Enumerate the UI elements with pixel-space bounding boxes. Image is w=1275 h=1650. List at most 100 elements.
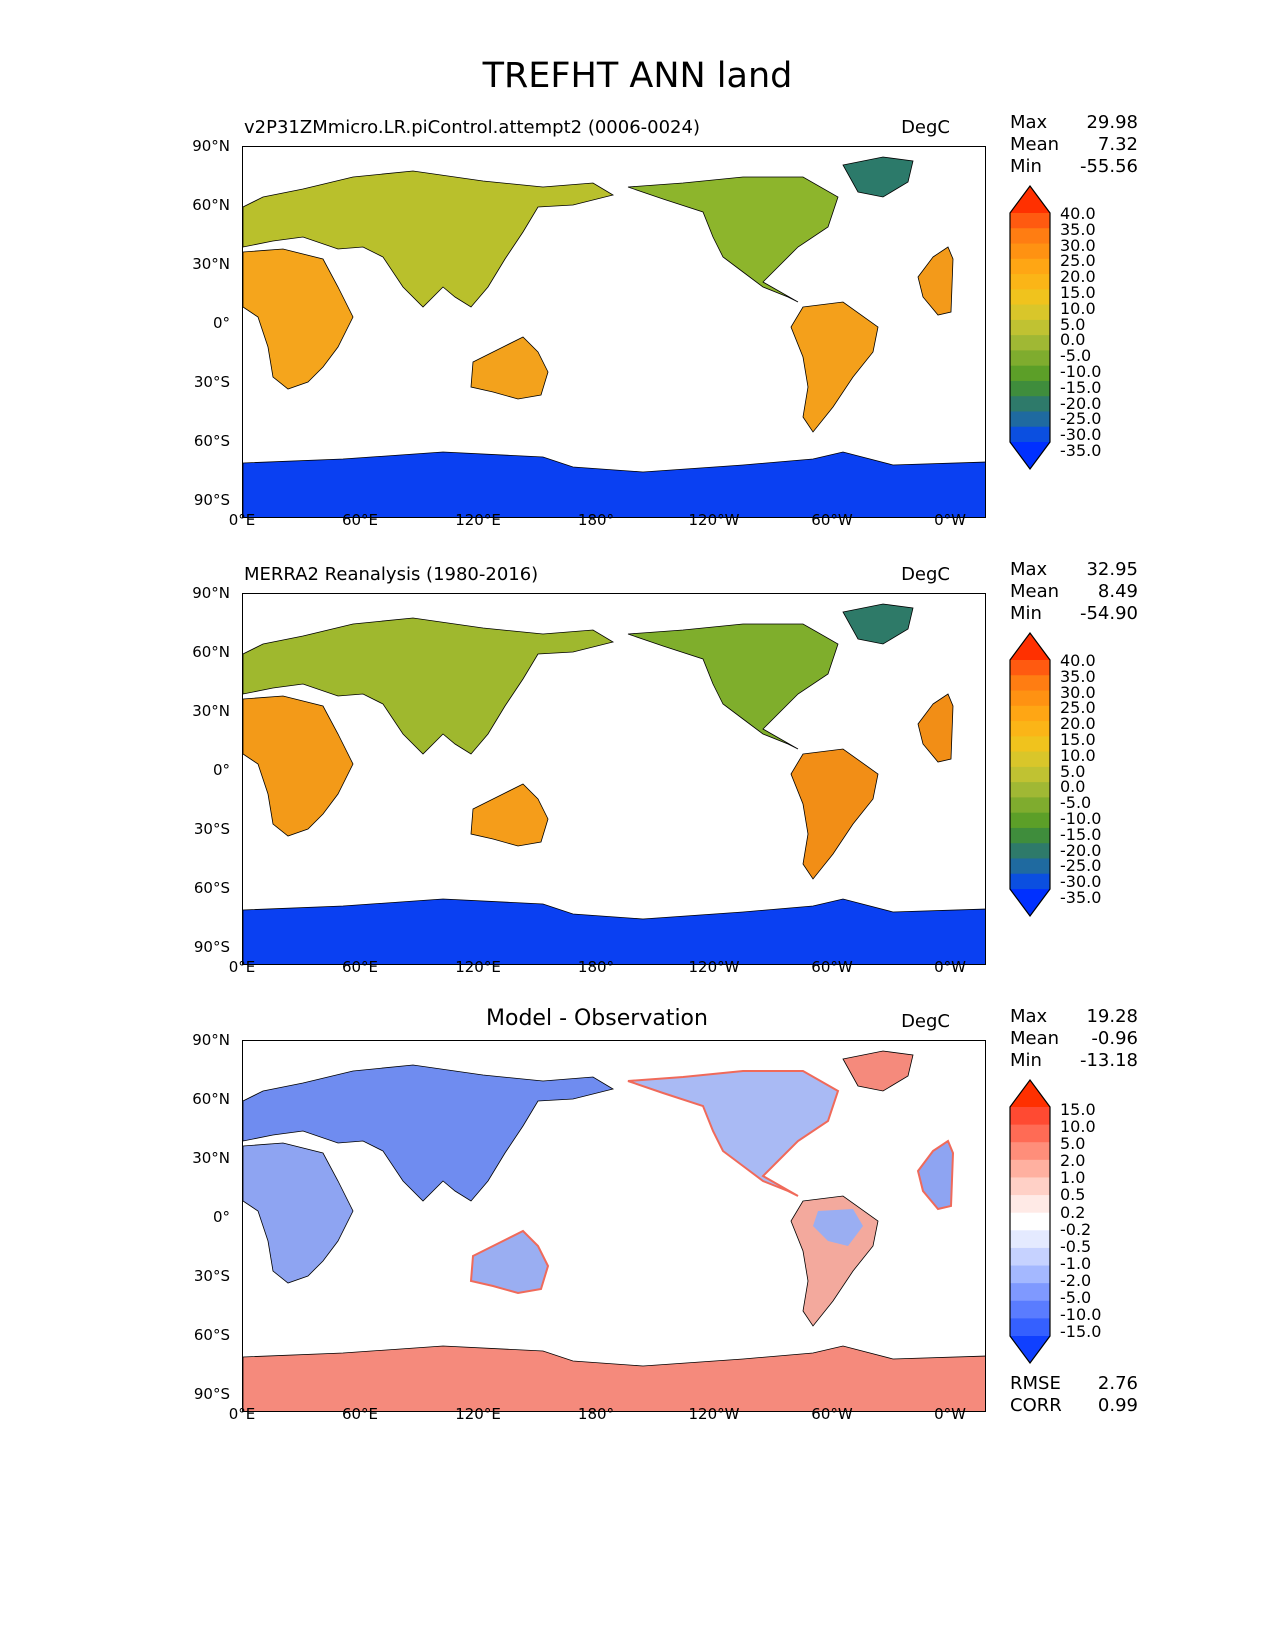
- western-africa-edge: [916, 1139, 955, 1211]
- panel-2-colorbar-labels: 40.0 35.0 30.0 25.0 20.0 15.0 10.0 5.0 0.0 -5.0 -1…: [1060, 653, 1101, 906]
- colorbar-tick-label: 5.0: [1060, 761, 1086, 781]
- colorbar-segment: [1010, 380, 1050, 397]
- greenland-landmass: [842, 1050, 914, 1092]
- panel-3-stats: Max 19.28 Mean -0.96 Min -13.18: [1010, 1006, 1138, 1072]
- panel-2-units: DegC: [901, 564, 950, 585]
- colorbar-extend-bottom: [1010, 442, 1050, 469]
- stat-label: Max: [1010, 112, 1048, 133]
- lat-label: 90°N: [192, 1031, 230, 1049]
- lon-label: 120°W: [688, 511, 740, 529]
- panel-3-colorbar-svg: [1009, 1078, 1051, 1365]
- greenland-landmass: [842, 603, 914, 645]
- lon-label: 120°E: [455, 958, 501, 976]
- stat-max: Max 32.95: [1010, 559, 1138, 581]
- colorbar-tick-label: 5.0: [1060, 314, 1086, 334]
- lon-label: 0°E: [228, 958, 256, 976]
- eurasia-landmass: [243, 617, 615, 755]
- colorbar-tick-label: -5.0: [1060, 1288, 1092, 1308]
- lat-label: 30°N: [192, 702, 230, 720]
- stat-label: Min: [1010, 1050, 1042, 1071]
- lon-label: 120°E: [455, 511, 501, 529]
- africa-landmass: [243, 695, 354, 837]
- colorbar-tick-label: 5.0: [1060, 1134, 1086, 1154]
- colorbar-segment: [1010, 782, 1050, 798]
- panel-2-title: MERRA2 Reanalysis (1980-2016): [244, 564, 539, 585]
- colorbar-segment: [1010, 766, 1050, 783]
- colorbar-segment: [1010, 1177, 1050, 1196]
- stat-label: Min: [1010, 156, 1042, 177]
- colorbar-segment: [1010, 1230, 1050, 1249]
- africa-landmass: [243, 1142, 354, 1284]
- panel-2-map: [242, 593, 986, 965]
- stat-max: Max 19.28: [1010, 1006, 1138, 1028]
- colorbar-tick-label: 1.0: [1060, 1168, 1086, 1188]
- lat-label: 60°N: [192, 643, 230, 661]
- panel-1-stats: Max 29.98 Mean 7.32 Min -55.56: [1010, 112, 1138, 178]
- western-africa-edge: [917, 693, 954, 763]
- lon-label: 0°E: [228, 1405, 256, 1423]
- colorbar-tick-label: 15.0: [1060, 1100, 1096, 1119]
- colorbar-segment: [1010, 335, 1050, 351]
- africa-landmass: [243, 248, 354, 390]
- north-america-landmass: [627, 176, 839, 303]
- lat-label: 90°S: [193, 1385, 230, 1403]
- panel-1-land: [243, 156, 985, 517]
- colorbar-outline: [1009, 184, 1051, 471]
- colorbar-segment: [1010, 1300, 1050, 1319]
- lon-label: 0°W: [934, 1405, 966, 1423]
- stat-rmse: RMSE 2.76: [1010, 1373, 1138, 1395]
- greenland-landmass: [842, 156, 914, 198]
- colorbar-tick-label: 40.0: [1060, 651, 1096, 670]
- colorbar-segment: [1010, 289, 1050, 306]
- lon-label: 180°: [577, 958, 615, 976]
- lat-label: 60°N: [192, 196, 230, 214]
- colorbar-tick-label: -15.0: [1060, 824, 1102, 844]
- stat-value: 2.76: [1097, 1373, 1138, 1394]
- colorbar-segment: [1010, 660, 1050, 676]
- colorbar-segment: [1010, 843, 1050, 859]
- colorbar-segment: [1010, 721, 1050, 737]
- colorbar-outline: [1009, 1078, 1051, 1365]
- colorbar-tick-label: 15.0: [1060, 729, 1096, 749]
- colorbar-tick-label: -0.2: [1060, 1219, 1092, 1239]
- stat-value: -55.56: [1079, 156, 1138, 177]
- colorbar-segment: [1010, 243, 1050, 260]
- colorbar-segment: [1010, 675, 1050, 692]
- colorbar-tick-label: -2.0: [1060, 1270, 1092, 1290]
- panel-3-extra-stats: RMSE 2.76 CORR 0.99: [1010, 1373, 1138, 1417]
- colorbar-tick-label: -15.0: [1060, 377, 1102, 397]
- panel-3-units: DegC: [901, 1011, 950, 1032]
- stat-label: Max: [1010, 559, 1048, 580]
- colorbar-segment: [1010, 1107, 1050, 1126]
- colorbar-tick-label: -35.0: [1060, 887, 1102, 907]
- south-america-landmass: [790, 301, 879, 433]
- lat-label: 60°N: [192, 1090, 230, 1108]
- colorbar-segment: [1010, 1283, 1050, 1302]
- colorbar-tick-label: 30.0: [1060, 235, 1096, 255]
- stat-mean: Mean 7.32: [1010, 134, 1138, 156]
- colorbar-tick-label: -10.0: [1060, 361, 1102, 381]
- stat-value: 8.49: [1097, 581, 1138, 602]
- colorbar-segment: [1010, 858, 1050, 875]
- colorbar-segment: [1010, 411, 1050, 428]
- colorbar-tick-label: -30.0: [1060, 872, 1102, 892]
- antarctica-landmass: [243, 1345, 985, 1411]
- stat-label: Mean: [1010, 581, 1060, 602]
- colorbar-segment: [1010, 396, 1050, 412]
- colorbar-outline: [1009, 631, 1051, 918]
- colorbar-segment: [1010, 350, 1050, 367]
- figure-title: TREFHT ANN land: [482, 56, 793, 96]
- colorbar-segment: [1010, 690, 1050, 707]
- colorbar-extend-top: [1010, 633, 1050, 660]
- lon-label: 0°W: [934, 511, 966, 529]
- colorbar-tick-label: -35.0: [1060, 440, 1102, 460]
- eurasia-landmass: [243, 1064, 615, 1202]
- colorbar-extend-bottom: [1010, 889, 1050, 916]
- colorbar-tick-label: -1.0: [1060, 1253, 1092, 1273]
- colorbar-tick-label: 10.0: [1060, 745, 1096, 765]
- lon-label: 120°W: [688, 958, 740, 976]
- colorbar-segment: [1010, 365, 1050, 382]
- lat-label: 90°N: [192, 137, 230, 155]
- lat-label: 0°: [212, 314, 230, 332]
- colorbar-segment: [1010, 1265, 1050, 1284]
